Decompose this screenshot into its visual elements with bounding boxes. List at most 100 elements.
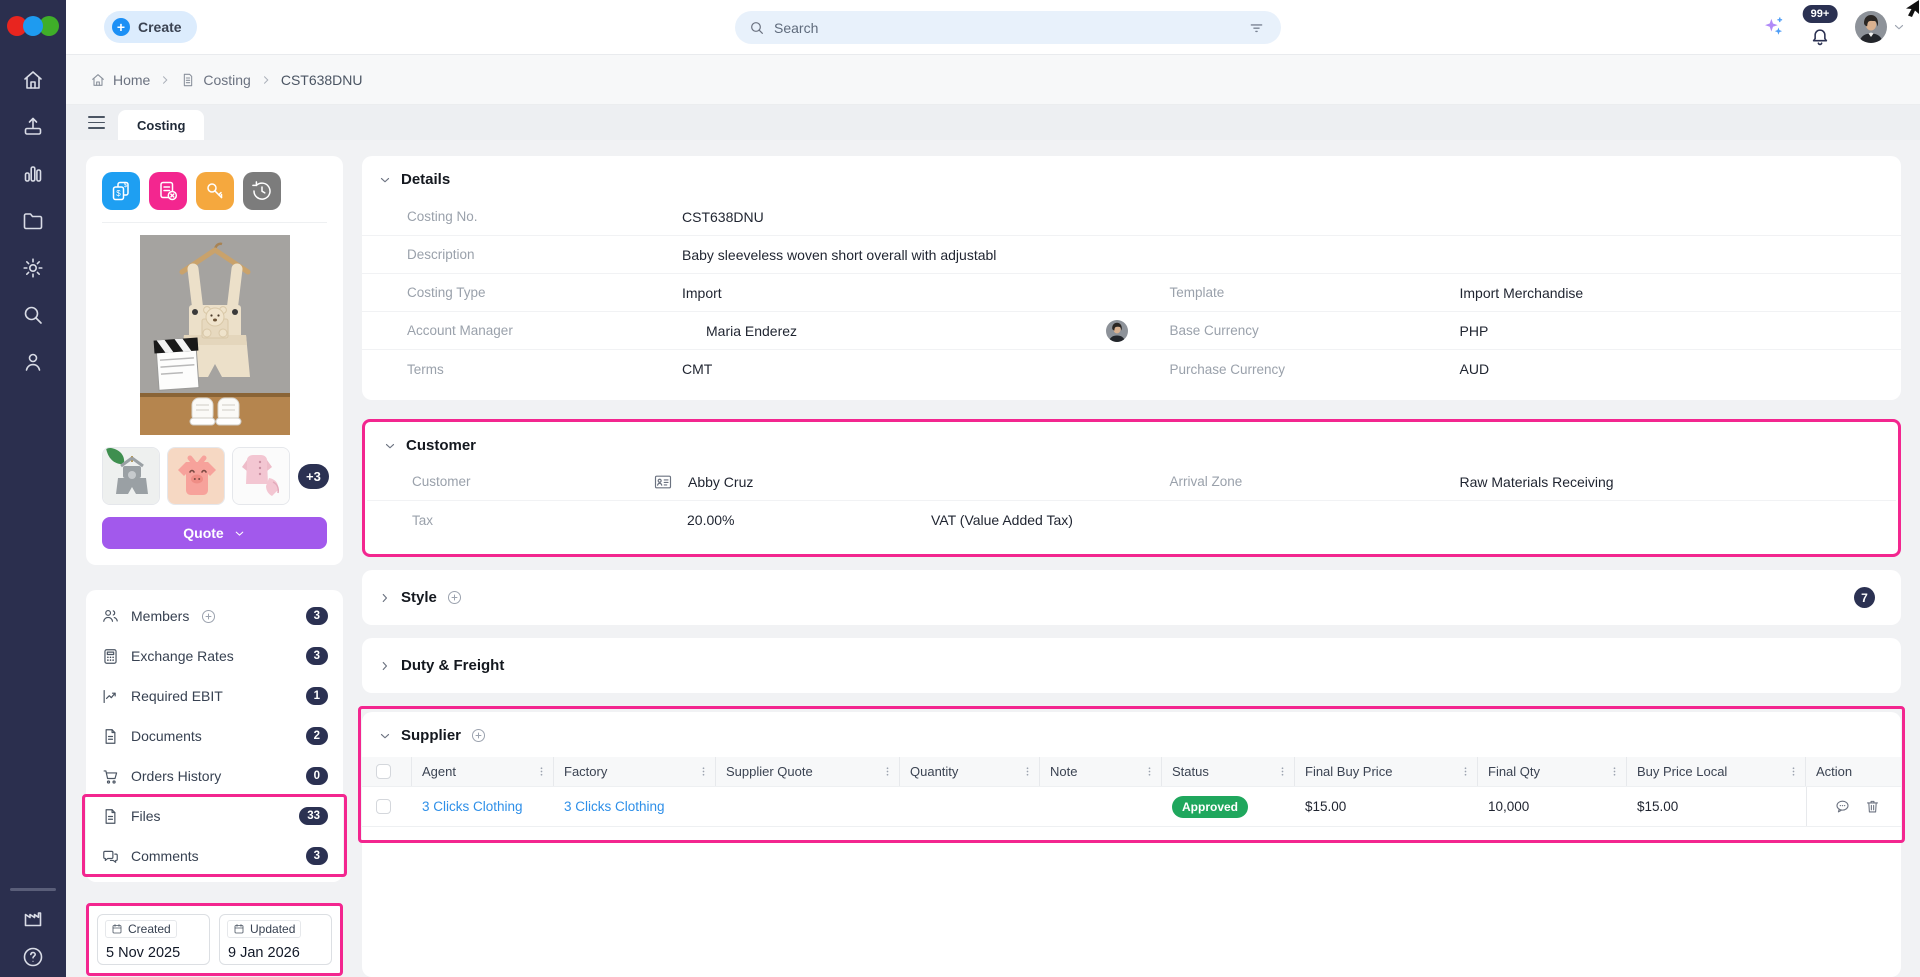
section-title: Supplier <box>401 727 462 744</box>
add-supplier-icon[interactable] <box>470 727 487 744</box>
analytics-icon[interactable] <box>21 162 45 186</box>
breadcrumb: Home Costing CST638DNU <box>66 55 1920 105</box>
column-menu-icon[interactable] <box>535 765 548 778</box>
col-buy-price-local: Buy Price Local <box>1637 764 1728 779</box>
collapse-icon[interactable] <box>378 729 392 743</box>
menu-item-files[interactable]: Files 33 <box>86 796 343 836</box>
duty-freight-section[interactable]: Duty & Freight <box>362 638 1901 693</box>
upload-icon[interactable] <box>21 115 45 139</box>
search-filter-icon[interactable] <box>1246 17 1267 38</box>
collapse-icon[interactable] <box>383 439 397 453</box>
ai-sparkle-icon[interactable] <box>1761 15 1785 39</box>
home-icon[interactable] <box>21 68 45 92</box>
note-cell <box>1040 787 1162 826</box>
col-agent: Agent <box>422 764 456 779</box>
customer-section: Customer Customer Abby Cruz Arrival Zone… <box>367 424 1896 552</box>
create-label: Create <box>138 19 182 35</box>
supplier-quote-cell <box>716 787 900 826</box>
expand-icon[interactable] <box>378 591 392 605</box>
create-button[interactable]: + Create <box>104 11 197 43</box>
count-badge: 1 <box>305 687 328 705</box>
menu-icon[interactable] <box>88 116 105 129</box>
profile-icon[interactable] <box>21 350 45 374</box>
breadcrumb-current: CST638DNU <box>280 71 363 88</box>
menu-item-comments[interactable]: Comments 3 <box>86 836 343 876</box>
menu-item-orders-history[interactable]: Orders History 0 <box>86 756 343 796</box>
topbar: + Create 99+ <box>66 0 1920 55</box>
column-menu-icon[interactable] <box>1787 765 1800 778</box>
factory-link[interactable]: 3 Clicks Clothing <box>564 799 665 814</box>
collapse-icon[interactable] <box>378 173 392 187</box>
quote-button[interactable]: Quote <box>102 517 327 549</box>
image-thumbnails: +3 <box>102 447 329 505</box>
column-menu-icon[interactable] <box>1459 765 1472 778</box>
column-menu-icon[interactable] <box>881 765 894 778</box>
comment-icon[interactable] <box>1834 798 1851 815</box>
style-section[interactable]: Style 7 <box>362 570 1901 625</box>
menu-item-members[interactable]: Members 3 <box>86 596 343 636</box>
account-manager-value: Maria Enderez <box>706 322 798 339</box>
thumbnail-3[interactable] <box>232 447 290 505</box>
add-style-icon[interactable] <box>446 589 463 606</box>
product-image[interactable] <box>139 235 290 435</box>
buy-price-local-cell: $15.00 <box>1637 799 1679 814</box>
add-member-icon[interactable] <box>200 608 217 625</box>
record-menu: Members 3 Exchange Rates 3 Required EBIT… <box>82 590 347 882</box>
app-logo[interactable] <box>6 14 60 38</box>
select-all-checkbox[interactable] <box>376 764 391 779</box>
help-icon[interactable] <box>21 945 45 969</box>
thumbnail-2[interactable] <box>167 447 225 505</box>
action-cell <box>1806 787 1887 826</box>
cart-icon <box>103 769 118 784</box>
count-badge: 2 <box>305 727 328 745</box>
breadcrumb-home[interactable]: Home <box>90 72 150 88</box>
expand-icon[interactable] <box>378 659 392 673</box>
thumbnail-1[interactable] <box>102 447 160 505</box>
final-qty-cell: 10,000 <box>1488 799 1530 814</box>
menu-item-documents[interactable]: Documents 2 <box>86 716 343 756</box>
column-menu-icon[interactable] <box>1021 765 1034 778</box>
tab-costing[interactable]: Costing <box>118 110 205 140</box>
cancel-costing-icon[interactable] <box>149 172 187 210</box>
col-action: Action <box>1816 764 1853 779</box>
bell-icon <box>1812 29 1828 46</box>
settings-icon[interactable] <box>21 256 45 280</box>
description-value: Baby sleeveless woven short overall with… <box>682 246 997 263</box>
menu-item-exchange-rates[interactable]: Exchange Rates 3 <box>86 636 343 676</box>
col-supplier-quote: Supplier Quote <box>726 764 813 779</box>
column-menu-icon[interactable] <box>1276 765 1289 778</box>
count-badge: 3 <box>305 607 328 625</box>
history-icon[interactable] <box>243 172 281 210</box>
search-input[interactable] <box>774 19 1237 36</box>
key-icon[interactable] <box>196 172 234 210</box>
breadcrumb-costing[interactable]: Costing <box>180 72 251 88</box>
chart-line-icon <box>103 689 116 703</box>
search-icon[interactable] <box>21 303 45 327</box>
home-icon <box>92 73 104 86</box>
quantity-cell <box>900 787 1040 826</box>
column-menu-icon[interactable] <box>1143 765 1156 778</box>
chevron-down-icon <box>1894 24 1904 30</box>
style-count-badge: 7 <box>1854 587 1875 608</box>
count-badge: 3 <box>305 647 328 665</box>
factory-icon[interactable] <box>21 906 45 930</box>
supplier-row: 3 Clicks Clothing 3 Clicks Clothing Appr… <box>362 787 1901 827</box>
col-final-buy-price: Final Buy Price <box>1305 764 1393 779</box>
calculator-icon <box>104 648 117 664</box>
column-menu-icon[interactable] <box>697 765 710 778</box>
row-checkbox[interactable] <box>376 799 391 814</box>
trash-icon[interactable] <box>1864 798 1881 815</box>
more-images-badge[interactable]: +3 <box>298 463 329 489</box>
agent-link[interactable]: 3 Clicks Clothing <box>422 799 523 814</box>
menu-item-required-ebit[interactable]: Required EBIT 1 <box>86 676 343 716</box>
folder-icon[interactable] <box>21 209 45 233</box>
created-date: Created 5 Nov 2025 <box>97 914 210 965</box>
document-icon <box>105 728 116 744</box>
user-menu[interactable] <box>1855 11 1906 43</box>
account-manager-avatar[interactable] <box>1105 319 1128 342</box>
notifications-bell[interactable]: 99+ <box>1798 4 1842 50</box>
copy-costing-icon[interactable]: $ $ <box>102 172 140 210</box>
section-title: Details <box>401 171 451 188</box>
column-menu-icon[interactable] <box>1608 765 1621 778</box>
notification-count-badge: 99+ <box>1802 5 1838 23</box>
